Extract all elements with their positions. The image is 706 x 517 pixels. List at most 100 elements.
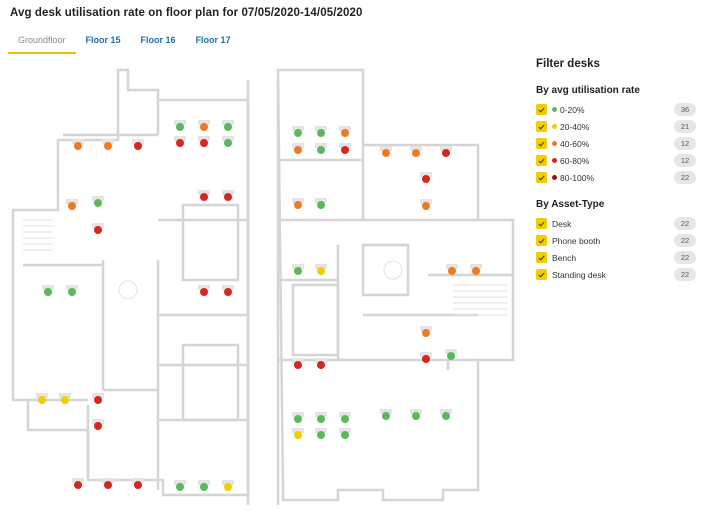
desk-marker[interactable] <box>102 478 114 489</box>
desk-marker[interactable] <box>174 136 186 147</box>
tab-floor-16[interactable]: Floor 16 <box>140 35 176 45</box>
filter-row-40-60[interactable]: 40-60% 12 <box>536 135 696 152</box>
desk-marker[interactable] <box>222 285 234 296</box>
desk-marker[interactable] <box>174 120 186 131</box>
checkbox-checked-icon[interactable] <box>536 172 547 183</box>
desk-marker[interactable] <box>420 199 432 210</box>
color-dot-icon <box>552 141 557 146</box>
desk-marker[interactable] <box>315 358 327 369</box>
desk-marker[interactable] <box>315 143 327 154</box>
desk-marker[interactable] <box>102 139 114 150</box>
desk-shape <box>339 143 351 148</box>
desk-marker[interactable] <box>198 120 210 131</box>
desk-marker[interactable] <box>72 139 84 150</box>
utilisation-dot <box>412 149 420 157</box>
desk-marker[interactable] <box>198 480 210 491</box>
desk-marker[interactable] <box>445 349 457 360</box>
desk-marker[interactable] <box>92 196 104 207</box>
utilisation-dot <box>447 352 455 360</box>
filter-row-0-20[interactable]: 0-20% 36 <box>536 101 696 118</box>
desk-marker[interactable] <box>292 126 304 137</box>
utilisation-dot <box>200 193 208 201</box>
tab-groundfloor[interactable]: Groundfloor <box>8 30 76 54</box>
desk-marker[interactable] <box>315 264 327 275</box>
desk-marker[interactable] <box>292 143 304 154</box>
desk-marker[interactable] <box>339 412 351 423</box>
filter-label: 0-20% <box>560 104 585 115</box>
desk-marker[interactable] <box>315 412 327 423</box>
desk-marker[interactable] <box>66 199 78 210</box>
desk-marker[interactable] <box>72 478 84 489</box>
desk-marker[interactable] <box>292 412 304 423</box>
desk-marker[interactable] <box>315 198 327 209</box>
desk-marker[interactable] <box>410 146 422 157</box>
desk-marker[interactable] <box>380 146 392 157</box>
filter-row-desk[interactable]: Desk 22 <box>536 215 696 232</box>
desk-marker[interactable] <box>222 120 234 131</box>
count-badge: 12 <box>674 137 696 150</box>
desk-marker[interactable] <box>92 419 104 430</box>
desk-marker[interactable] <box>420 352 432 363</box>
desk-marker[interactable] <box>440 146 452 157</box>
utilisation-dot <box>317 146 325 154</box>
utilisation-dot <box>104 142 112 150</box>
desk-marker[interactable] <box>446 264 458 275</box>
checkbox-checked-icon[interactable] <box>536 104 547 115</box>
desk-marker[interactable] <box>292 264 304 275</box>
desk-marker[interactable] <box>339 428 351 439</box>
floor-plan-walls <box>11 68 515 505</box>
tab-floor-15[interactable]: Floor 15 <box>85 35 121 45</box>
desk-marker[interactable] <box>198 136 210 147</box>
desk-marker[interactable] <box>292 358 304 369</box>
desk-marker[interactable] <box>470 264 482 275</box>
desk-marker[interactable] <box>222 136 234 147</box>
desk-shape <box>198 190 210 195</box>
desk-marker[interactable] <box>222 190 234 201</box>
utilisation-dot <box>472 267 480 275</box>
filter-row-20-40[interactable]: 20-40% 21 <box>536 118 696 135</box>
filter-row-80-100[interactable]: 80-100% 22 <box>536 169 696 186</box>
filter-row-60-80[interactable]: 60-80% 12 <box>536 152 696 169</box>
floor-plan <box>11 68 515 505</box>
desk-shape <box>72 139 84 144</box>
desk-marker[interactable] <box>132 478 144 489</box>
desk-marker[interactable] <box>315 428 327 439</box>
desk-marker[interactable] <box>42 285 54 296</box>
desk-marker[interactable] <box>339 143 351 154</box>
utilisation-dot <box>422 355 430 363</box>
desk-marker[interactable] <box>132 139 144 150</box>
checkbox-checked-icon[interactable] <box>536 155 547 166</box>
checkbox-checked-icon[interactable] <box>536 252 547 263</box>
desk-marker[interactable] <box>222 480 234 491</box>
utilisation-dot <box>200 483 208 491</box>
desk-marker[interactable] <box>92 223 104 234</box>
checkbox-checked-icon[interactable] <box>536 235 547 246</box>
desk-marker[interactable] <box>410 409 422 420</box>
desk-marker[interactable] <box>315 126 327 137</box>
desk-marker[interactable] <box>59 393 71 404</box>
desk-marker[interactable] <box>339 126 351 137</box>
desk-marker[interactable] <box>174 480 186 491</box>
desk-marker[interactable] <box>292 198 304 209</box>
utilisation-dot <box>104 481 112 489</box>
desk-marker[interactable] <box>440 409 452 420</box>
checkbox-checked-icon[interactable] <box>536 138 547 149</box>
desk-marker[interactable] <box>420 172 432 183</box>
desk-marker[interactable] <box>198 190 210 201</box>
filter-row-phone-booth[interactable]: Phone booth 22 <box>536 232 696 249</box>
desk-marker[interactable] <box>66 285 78 296</box>
tab-floor-17[interactable]: Floor 17 <box>195 35 231 45</box>
desk-marker[interactable] <box>198 285 210 296</box>
desk-marker[interactable] <box>36 393 48 404</box>
checkbox-checked-icon[interactable] <box>536 269 547 280</box>
utilisation-dot <box>200 123 208 131</box>
filter-row-standing-desk[interactable]: Standing desk 22 <box>536 266 696 283</box>
desk-marker[interactable] <box>92 393 104 404</box>
filter-row-bench[interactable]: Bench 22 <box>536 249 696 266</box>
checkbox-checked-icon[interactable] <box>536 218 547 229</box>
desk-marker[interactable] <box>420 326 432 337</box>
desk-marker[interactable] <box>292 428 304 439</box>
checkbox-checked-icon[interactable] <box>536 121 547 132</box>
desk-marker[interactable] <box>380 409 392 420</box>
desk-shape <box>198 136 210 141</box>
